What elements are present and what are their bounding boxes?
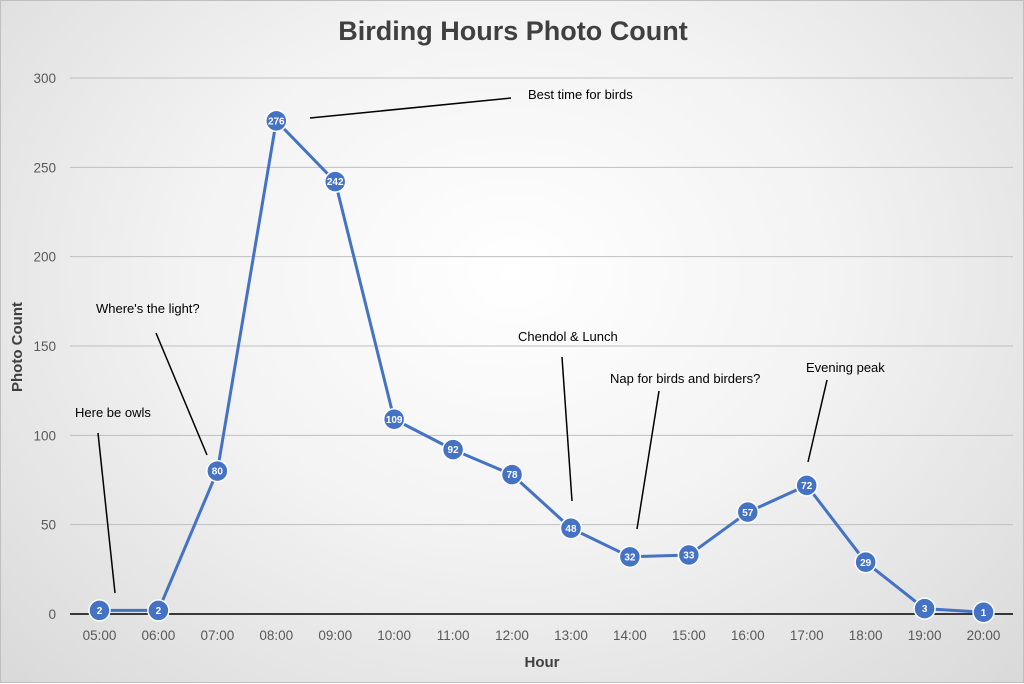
annotation-text: Nap for birds and birders?	[610, 371, 760, 386]
chart-title: Birding Hours Photo Count	[338, 16, 687, 46]
annotation-leader-line	[561, 356, 573, 502]
y-tick-label: 50	[41, 518, 56, 533]
y-tick-label: 300	[33, 71, 56, 86]
annotations: Here be owls Where's the light? Best time …	[75, 87, 885, 594]
x-tick-label: 15:00	[672, 628, 706, 643]
x-tick-label: 09:00	[318, 628, 352, 643]
annotation-text: Best time for birds	[528, 87, 633, 102]
x-tick-label: 13:00	[554, 628, 588, 643]
x-tick-label: 18:00	[849, 628, 883, 643]
x-tick-label: 20:00	[967, 628, 1001, 643]
annotation-text: Evening peak	[806, 360, 885, 375]
y-tick-label: 0	[48, 607, 56, 622]
data-label: 92	[448, 445, 460, 456]
data-point-marker	[854, 550, 877, 574]
data-points: 2 2 80 276 242 109 92 78 48 32 33 57 72 29 3 1	[88, 109, 995, 624]
data-label: 72	[801, 481, 813, 492]
data-label: 109	[386, 415, 403, 426]
data-label: 1	[981, 608, 987, 619]
data-point-marker	[736, 500, 760, 524]
x-tick-label: 08:00	[259, 628, 293, 643]
data-point-marker	[795, 474, 818, 497]
data-label: 242	[327, 177, 344, 188]
annotation-leader-line	[807, 379, 828, 463]
x-axis-ticks: 05:00 06:00 07:00 08:00 09:00 10:00 11:00 12:00…	[83, 628, 1001, 643]
data-point-marker	[441, 438, 465, 461]
data-point-marker	[559, 516, 583, 540]
data-point-marker	[677, 543, 701, 567]
series-line	[99, 119, 984, 614]
data-label: 57	[742, 508, 754, 519]
x-tick-label: 19:00	[908, 628, 942, 643]
y-tick-label: 250	[33, 160, 56, 175]
gridlines	[70, 77, 1013, 615]
data-label: 276	[268, 116, 285, 127]
x-axis-title: Hour	[525, 654, 560, 671]
y-axis-ticks: 0 50 100 150 200 250 300	[33, 71, 56, 622]
data-point-marker	[206, 459, 229, 483]
x-tick-label: 17:00	[790, 628, 824, 643]
annotation-leader-line	[636, 390, 660, 530]
data-label: 2	[156, 606, 162, 617]
y-tick-label: 150	[33, 339, 56, 354]
data-label: 78	[506, 470, 518, 481]
data-point-marker	[323, 170, 347, 193]
y-axis-title: Photo Count	[9, 302, 26, 392]
annotation-leader-line	[155, 332, 208, 456]
data-point-marker	[913, 597, 936, 620]
annotation-text: Chendol & Lunch	[518, 329, 618, 344]
data-point-marker	[88, 599, 111, 622]
data-label: 29	[860, 558, 872, 569]
annotation-text: Where's the light?	[96, 301, 200, 316]
x-tick-label: 10:00	[377, 628, 411, 643]
data-point-marker	[618, 545, 642, 569]
x-tick-label: 06:00	[142, 628, 176, 643]
x-tick-label: 14:00	[613, 628, 647, 643]
annotation-text: Here be owls	[75, 405, 151, 420]
data-label: 80	[212, 467, 224, 478]
data-label: 48	[565, 524, 577, 535]
data-point-marker	[382, 408, 406, 431]
x-tick-label: 12:00	[495, 628, 529, 643]
x-tick-label: 11:00	[437, 628, 470, 643]
data-point-marker	[500, 463, 524, 486]
y-tick-label: 100	[33, 428, 56, 443]
data-point-marker	[147, 599, 170, 622]
series-line-path	[99, 119, 984, 614]
x-tick-label: 16:00	[731, 628, 765, 643]
annotation-leader-line	[97, 432, 116, 594]
annotation-leader-line	[309, 97, 512, 119]
x-tick-label: 07:00	[200, 628, 234, 643]
data-point-marker	[972, 600, 995, 624]
x-tick-label: 05:00	[83, 628, 117, 643]
data-label: 3	[922, 604, 928, 615]
data-label: 32	[624, 552, 636, 563]
data-point-marker	[265, 109, 288, 133]
data-label: 2	[97, 606, 103, 617]
y-tick-label: 200	[33, 250, 56, 265]
data-label: 33	[683, 551, 695, 562]
